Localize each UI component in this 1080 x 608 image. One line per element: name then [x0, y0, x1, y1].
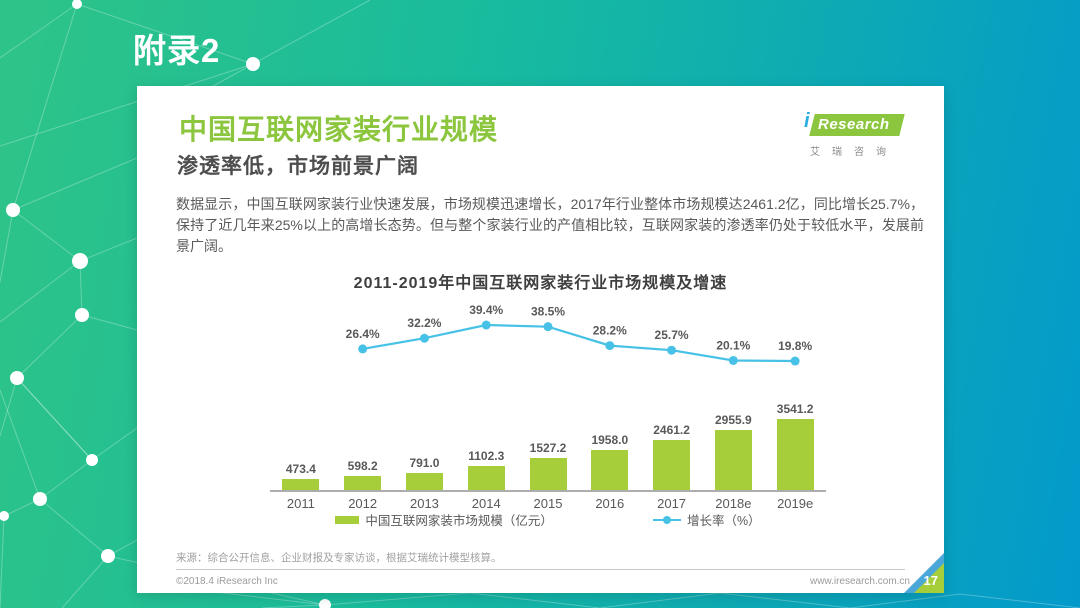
bar — [282, 478, 320, 490]
iresearch-logo: Research i 艾瑞咨询 — [804, 110, 905, 158]
legend-bar-swatch — [335, 515, 360, 524]
legend-item-bar: 中国互联网家装市场规模（亿元） — [335, 510, 553, 529]
chart-legend: 中国互联网家装市场规模（亿元） 增长率（%） — [270, 510, 826, 529]
legend-line-swatch — [652, 515, 681, 525]
bar-column: 598.2 — [332, 459, 394, 490]
growth-point — [667, 345, 677, 355]
x-axis-label: 2013 — [409, 496, 439, 511]
x-axis-label: 2012 — [348, 496, 378, 511]
source-note: 来源：综合公开信息、企业财报及专家访谈，根据艾瑞统计模型核算。 — [176, 552, 502, 564]
bar — [529, 458, 567, 490]
x-axis-label: 2016 — [595, 496, 625, 511]
report-card: 中国互联网家装行业规模 渗透率低，市场前景广阔 数据显示，中国互联网家装行业快速… — [137, 86, 944, 593]
growth-point-label: 20.1% — [716, 338, 750, 352]
logo-chinese-name: 艾瑞咨询 — [810, 147, 898, 158]
growth-point-label: 32.2% — [407, 316, 441, 330]
chart-title: 2011-2019年中国互联网家装行业市场规模及增速 — [353, 275, 728, 292]
x-axis-label: 2014 — [471, 496, 501, 511]
bar-column: 1102.3 — [455, 449, 517, 490]
bar-column: 473.4 — [270, 462, 332, 490]
bar-value-label: 473.4 — [285, 461, 316, 476]
logo-i-glyph: i — [804, 110, 810, 132]
legend-line-swatch-dot — [662, 515, 671, 524]
growth-point — [605, 341, 615, 351]
growth-point-label: 25.7% — [655, 328, 689, 342]
bar-value-label: 791.0 — [409, 455, 440, 470]
bar — [591, 449, 629, 490]
page-number: 17 — [923, 573, 938, 588]
bar-value-label: 1102.3 — [468, 449, 505, 464]
bar — [344, 476, 382, 490]
x-axis-label: 2017 — [657, 496, 687, 511]
growth-line-layer: 26.4% 32.2% 39.4% 38.5% 28.2% 25.7% 20.1% 19.8% — [346, 303, 812, 366]
bar — [653, 439, 691, 490]
bar — [714, 430, 752, 490]
iresearch-logo-mark: Research i — [804, 110, 905, 136]
x-axis-label: 2015 — [533, 496, 563, 511]
bar-value-label: 2955.9 — [715, 413, 752, 428]
bar-column: 791.0 — [394, 455, 456, 490]
bar — [776, 418, 814, 490]
bar-value-label: 598.2 — [347, 459, 378, 474]
bar-column: 2955.9 — [702, 413, 764, 490]
logo-wordmark: Research — [818, 116, 890, 133]
x-axis-labels: 2011 2012 2013 2014 2015 2016 2017 2018e 2019e — [270, 496, 826, 511]
x-axis-label: 2019e — [777, 496, 814, 511]
copyright-text: ©2018.4 iResearch Inc — [176, 576, 278, 587]
page-title: 中国互联网家装行业规模 — [179, 114, 499, 145]
bar-value-label: 1527.2 — [529, 441, 567, 456]
legend-item-line: 增长率（%） — [652, 510, 761, 529]
legend-line-label: 增长率（%） — [686, 514, 761, 528]
appendix-title: 附录2 — [133, 32, 221, 69]
bar — [467, 466, 505, 490]
growth-point — [728, 355, 738, 365]
growth-point-label: 39.4% — [469, 303, 503, 317]
growth-point-label: 26.4% — [346, 327, 380, 341]
x-axis-label: 2011 — [286, 496, 315, 511]
bar — [405, 472, 443, 490]
growth-point — [358, 344, 368, 354]
x-axis-label: 2018e — [715, 496, 752, 511]
growth-point-label: 38.5% — [531, 305, 565, 319]
page-corner-ribbon — [904, 553, 944, 593]
growth-point — [543, 322, 553, 332]
bar-column: 3541.2 — [764, 402, 826, 490]
website-url: www.iresearch.com.cn — [809, 576, 910, 587]
footer-divider — [176, 569, 905, 570]
growth-line — [362, 323, 796, 363]
bar-column: 2461.2 — [641, 423, 703, 490]
bar-value-label: 3541.2 — [776, 401, 814, 416]
body-paragraph: 数据显示，中国互联网家装行业快速发展，市场规模迅速增长，2017年行业整体市场规… — [176, 196, 924, 254]
bar-column: 1527.2 — [517, 441, 579, 490]
growth-point — [790, 356, 800, 366]
plot-columns: 26.4% 32.2% 39.4% 38.5% 28.2% 25.7% 20.1% 19.8%… — [270, 300, 826, 492]
bar-value-label: 2461.2 — [653, 422, 690, 437]
growth-point — [481, 320, 491, 330]
combo-chart: 26.4% 32.2% 39.4% 38.5% 28.2% 25.7% 20.1% 19.8%… — [270, 300, 826, 511]
growth-point-label: 19.8% — [778, 339, 812, 353]
legend-bar-label: 中国互联网家装市场规模（亿元） — [365, 514, 553, 528]
growth-point — [419, 333, 429, 343]
page-subtitle: 渗透率低，市场前景广阔 — [177, 155, 419, 178]
bar-column: 1958.0 — [579, 433, 641, 490]
growth-point-label: 28.2% — [593, 324, 627, 338]
bar-value-label: 1958.0 — [591, 432, 629, 447]
